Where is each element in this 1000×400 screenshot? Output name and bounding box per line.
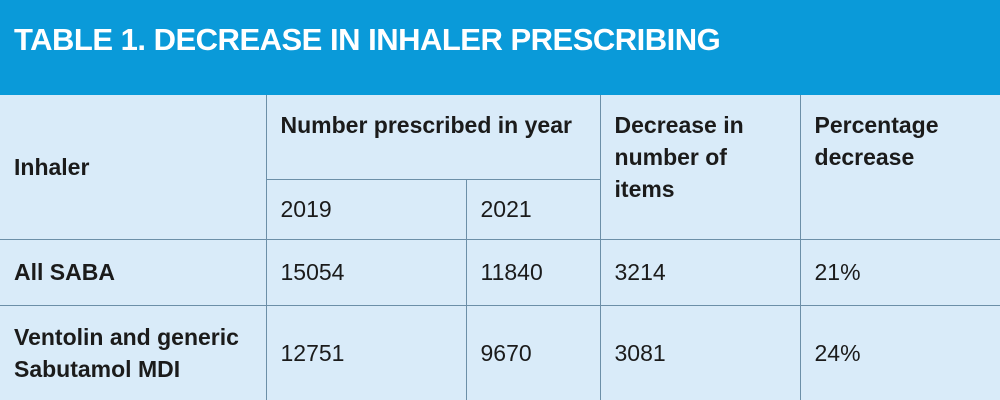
row-label-ventolin: Ventolin and generic Sabutamol MDI [0,304,267,400]
cell-2021: 11840 [465,238,601,306]
table-title: TABLE 1. DECREASE IN INHALER PRESCRIBING [14,22,721,57]
header-row-1: Inhaler Number prescribed in year Decrea… [0,95,1000,240]
header-year-2019: 2019 [266,178,467,240]
cell-percent: 21% [799,238,1000,306]
cell-decrease: 3081 [599,304,801,400]
cell-2019: 12751 [265,304,467,400]
header-inhaler: Inhaler [0,95,267,240]
cell-decrease: 3214 [599,238,801,306]
row-label-line-2: Sabutamol MDI [14,355,181,382]
cell-percent: 24% [799,304,1000,400]
table-row: All SABA 15054 11840 3214 21% [0,238,1000,306]
table-row: Ventolin and generic Sabutamol MDI 12751 … [0,304,1000,400]
header-percentage-decrease: Percentage decrease [799,95,1000,240]
row-label-all-saba: All SABA [0,238,267,306]
title-bar: TABLE 1. DECREASE IN INHALER PRESCRIBING [0,0,1000,95]
cell-2019: 15054 [265,238,467,306]
cell-2021: 9670 [465,304,601,400]
header-year-2021: 2021 [465,178,601,240]
row-label-line-1: Ventolin and generic [14,323,239,350]
prescribing-table: Inhaler Number prescribed in year Decrea… [0,95,1000,400]
header-row-2: 2019 2021 [0,178,1000,240]
header-number-prescribed: Number prescribed in year [265,95,601,180]
header-decrease-items: Decrease in number of items [599,95,801,240]
